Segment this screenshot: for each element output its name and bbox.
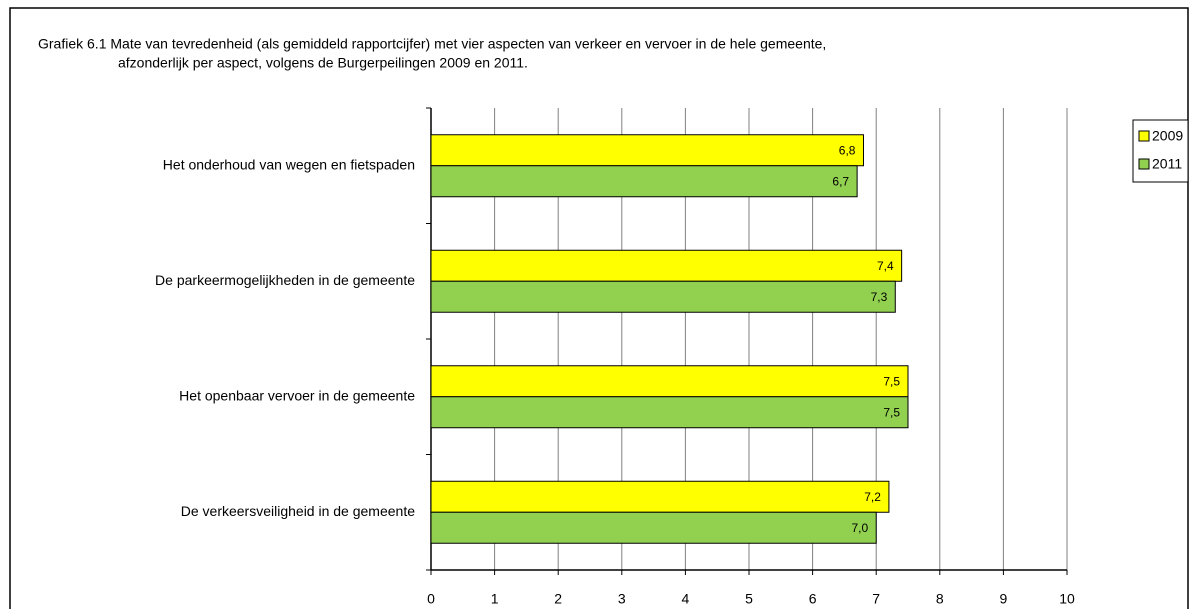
bar xyxy=(430,365,909,398)
legend-swatch xyxy=(1138,158,1150,170)
x-tick-label: 0 xyxy=(427,591,435,607)
value-label: 7,5 xyxy=(883,405,900,419)
bar xyxy=(430,134,864,167)
legend-box xyxy=(1132,119,1189,183)
x-tick-label: 5 xyxy=(745,591,753,607)
y-tick-label: De parkeermogelijkheden in de gemeente xyxy=(155,272,415,288)
bar xyxy=(430,249,903,282)
x-tick-label: 1 xyxy=(491,591,499,607)
x-tick-label: 6 xyxy=(809,591,817,607)
x-tick-label: 2 xyxy=(554,591,562,607)
x-tick-label: 7 xyxy=(872,591,880,607)
value-label: 7,2 xyxy=(864,490,881,504)
value-label: 7,3 xyxy=(871,290,888,304)
legend-swatch xyxy=(1138,130,1150,142)
y-tick-label: Het onderhoud van wegen en fietspaden xyxy=(163,156,415,172)
x-tick-label: 9 xyxy=(1000,591,1008,607)
bar xyxy=(430,396,909,429)
value-label: 7,5 xyxy=(883,374,900,388)
y-tick-label: Het openbaar vervoer in de gemeente xyxy=(179,387,415,403)
bar xyxy=(430,165,858,198)
value-label: 6,8 xyxy=(839,143,856,157)
x-tick-label: 10 xyxy=(1059,591,1075,607)
value-label: 7,4 xyxy=(877,259,894,273)
legend-label: 2011 xyxy=(1152,156,1182,172)
x-tick-label: 4 xyxy=(682,591,690,607)
value-label: 7,0 xyxy=(852,521,869,535)
bar xyxy=(430,280,896,313)
legend-label: 2009 xyxy=(1152,128,1183,144)
x-tick-label: 8 xyxy=(936,591,944,607)
y-tick-label: De verkeersveiligheid in de gemeente xyxy=(181,503,415,519)
bar xyxy=(430,511,877,544)
value-label: 6,7 xyxy=(832,174,849,188)
bar xyxy=(430,480,890,513)
x-tick-label: 3 xyxy=(618,591,626,607)
chart-title: Grafiek 6.1 Mate van tevredenheid (als g… xyxy=(38,36,826,52)
chart-title: afzonderlijk per aspect, volgens de Burg… xyxy=(118,55,528,71)
